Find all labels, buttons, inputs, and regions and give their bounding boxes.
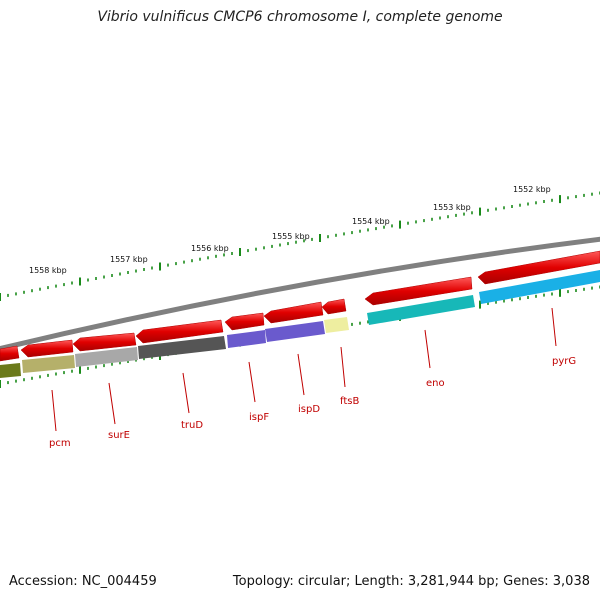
gene-label-lines (51, 307, 557, 432)
kbp-labels: 1552 kbp 1553 kbp 1554 kbp 1555 kbp 1556… (29, 185, 551, 275)
cds-arrow[interactable] (20, 339, 74, 358)
gene-segment-truD[interactable] (138, 336, 226, 359)
cds-arrow[interactable] (364, 276, 473, 306)
cds-arrow[interactable] (224, 312, 265, 331)
genome-backbone (0, 236, 600, 352)
cds-arrow[interactable] (321, 298, 347, 315)
gene-label-truD: truD (181, 420, 203, 431)
gene-labels: pyrG eno ftsB ispD ispF truD surE pcm (49, 356, 576, 449)
ruler-outer-ticks (0, 191, 600, 301)
gene-label-ftsB: ftsB (340, 396, 359, 407)
cds-arrow[interactable] (135, 319, 224, 344)
gene-label-ispD: ispD (298, 404, 320, 415)
gene-segment-eno[interactable] (367, 295, 475, 325)
gene-segment-pyrG[interactable] (479, 270, 600, 304)
kbp-label-1557: 1557 kbp (110, 255, 148, 264)
cds-arrow[interactable] (0, 345, 20, 362)
gene-label-pyrG: pyrG (552, 356, 576, 367)
genome-stats-text: Topology: circular; Length: 3,281,944 bp… (232, 574, 590, 589)
kbp-label-1552: 1552 kbp (513, 185, 551, 194)
kbp-label-1554: 1554 kbp (352, 217, 390, 226)
cds-arrow[interactable] (72, 332, 137, 352)
gene-segments (0, 270, 600, 378)
gene-segment-pcm[interactable] (22, 355, 75, 373)
kbp-label-1553: 1553 kbp (433, 203, 471, 212)
gene-segment-ispD[interactable] (265, 321, 325, 342)
kbp-label-1556: 1556 kbp (191, 244, 229, 253)
gene-label-surE: surE (108, 430, 130, 441)
cds-track-outer (0, 250, 600, 362)
map-title: Vibrio vulnificus CMCP6 chromosome I, co… (97, 9, 503, 25)
gene-segment-ftsB[interactable] (324, 317, 349, 333)
accession-text: Accession: NC_004459 (9, 574, 157, 589)
gene-label-eno: eno (426, 378, 445, 389)
gene-segment-surE[interactable] (75, 347, 138, 367)
cds-arrow[interactable] (477, 250, 600, 285)
kbp-label-1558: 1558 kbp (29, 266, 67, 275)
gene-label-ispF: ispF (249, 412, 269, 423)
kbp-label-1555: 1555 kbp (272, 232, 310, 241)
gene-segment-left[interactable] (0, 363, 21, 378)
gene-segment-ispF[interactable] (227, 330, 266, 348)
cds-arrow[interactable] (263, 301, 324, 324)
gene-label-pcm: pcm (49, 438, 71, 449)
